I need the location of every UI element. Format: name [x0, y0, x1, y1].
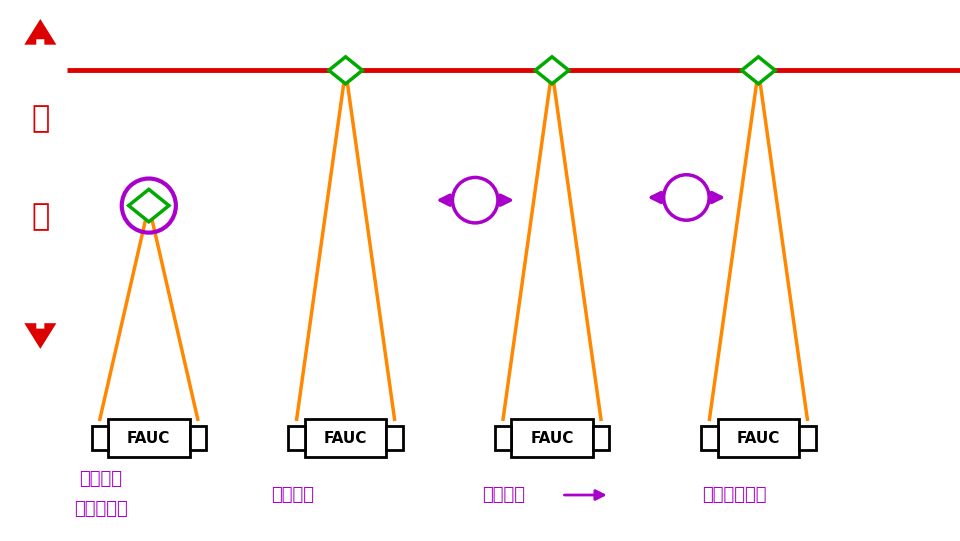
Text: FAUC: FAUC — [736, 431, 780, 446]
Text: 程: 程 — [31, 202, 50, 231]
Bar — [386, 426, 403, 450]
Bar — [511, 419, 592, 457]
Polygon shape — [27, 325, 54, 346]
Bar — [718, 419, 799, 457]
Text: 非ロック: 非ロック — [272, 486, 314, 504]
Text: FAUC: FAUC — [530, 431, 574, 446]
Bar — [91, 426, 108, 450]
Bar — [495, 426, 511, 450]
Text: 射程内で: 射程内で — [80, 470, 122, 488]
Bar — [592, 426, 609, 450]
Text: 偏差撃ち結果: 偏差撃ち結果 — [702, 486, 767, 504]
Bar — [190, 426, 206, 450]
Bar — [799, 426, 816, 450]
Polygon shape — [741, 57, 776, 84]
Bar — [701, 426, 718, 450]
Polygon shape — [536, 57, 568, 84]
Text: FAUC: FAUC — [127, 431, 171, 446]
Polygon shape — [328, 57, 362, 84]
Text: ロックオン: ロックオン — [74, 499, 128, 518]
Text: 偏差撃ち: 偏差撃ち — [483, 486, 525, 504]
Bar — [288, 426, 305, 450]
Polygon shape — [27, 22, 54, 43]
Text: FAUC: FAUC — [324, 431, 368, 446]
Polygon shape — [129, 189, 169, 222]
Text: 射: 射 — [31, 104, 50, 134]
Bar — [305, 419, 386, 457]
Bar — [108, 419, 190, 457]
